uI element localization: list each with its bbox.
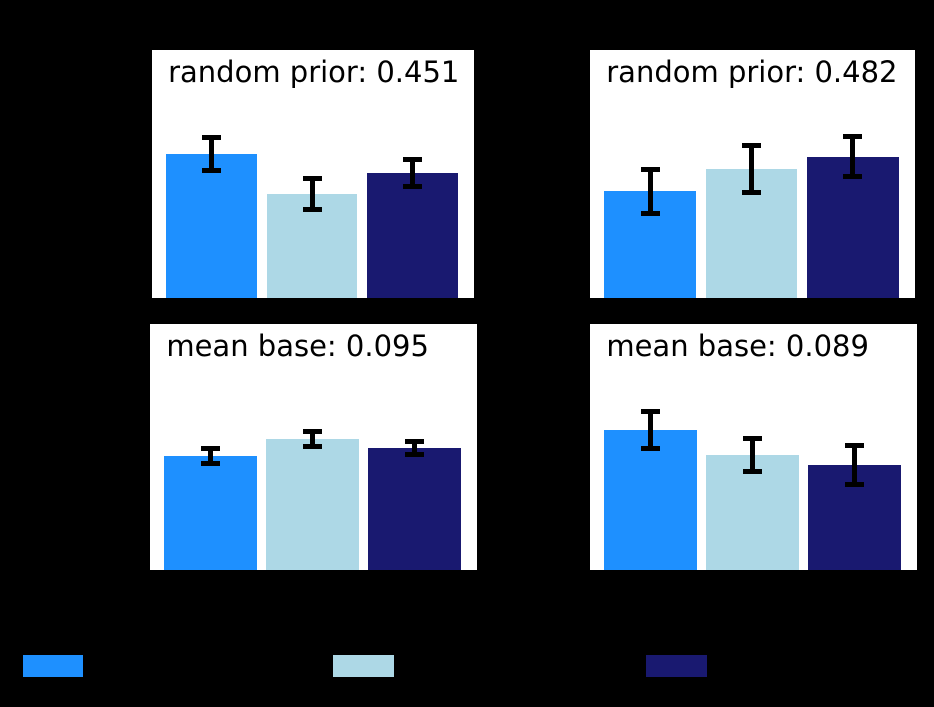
- errorbar-lightblue: [303, 428, 323, 449]
- subplot-top-right: random prior: 0.482: [590, 50, 915, 298]
- bar-lightblue: [266, 438, 359, 570]
- errorbar-lightblue: [742, 142, 762, 196]
- bar-midnightblue: [807, 156, 899, 298]
- subplot-bottom-left: mean base: 0.095: [150, 324, 477, 570]
- bar-lightblue: [706, 455, 799, 570]
- legend-swatch-lightblue: [333, 655, 394, 677]
- errorbar-midnightblue: [405, 439, 425, 457]
- errorbar-dodgerblue: [202, 135, 222, 173]
- errorbar-midnightblue: [843, 134, 863, 180]
- bar-dodgerblue: [164, 456, 257, 570]
- errorbar-lightblue: [743, 436, 763, 475]
- subplot-bottom-right: mean base: 0.089: [590, 324, 917, 570]
- errorbar-dodgerblue: [640, 166, 660, 216]
- legend-swatch-midnightblue: [646, 655, 707, 677]
- errorbar-midnightblue: [402, 156, 422, 190]
- subplot-title: mean base: 0.095: [166, 329, 429, 363]
- legend-swatch-dodgerblue: [23, 655, 83, 677]
- errorbar-dodgerblue: [200, 445, 220, 467]
- subplot-top-left: random prior: 0.451: [152, 50, 474, 298]
- bar-dodgerblue: [166, 153, 257, 298]
- errorbar-midnightblue: [845, 443, 865, 487]
- subplot-title: mean base: 0.089: [606, 329, 869, 363]
- subplot-title: random prior: 0.482: [606, 55, 898, 89]
- bar-midnightblue: [367, 173, 458, 298]
- bar-dodgerblue: [604, 430, 697, 570]
- subplot-title: random prior: 0.451: [168, 55, 460, 89]
- errorbar-lightblue: [302, 176, 322, 212]
- bar-midnightblue: [368, 447, 461, 570]
- errorbar-dodgerblue: [640, 408, 660, 452]
